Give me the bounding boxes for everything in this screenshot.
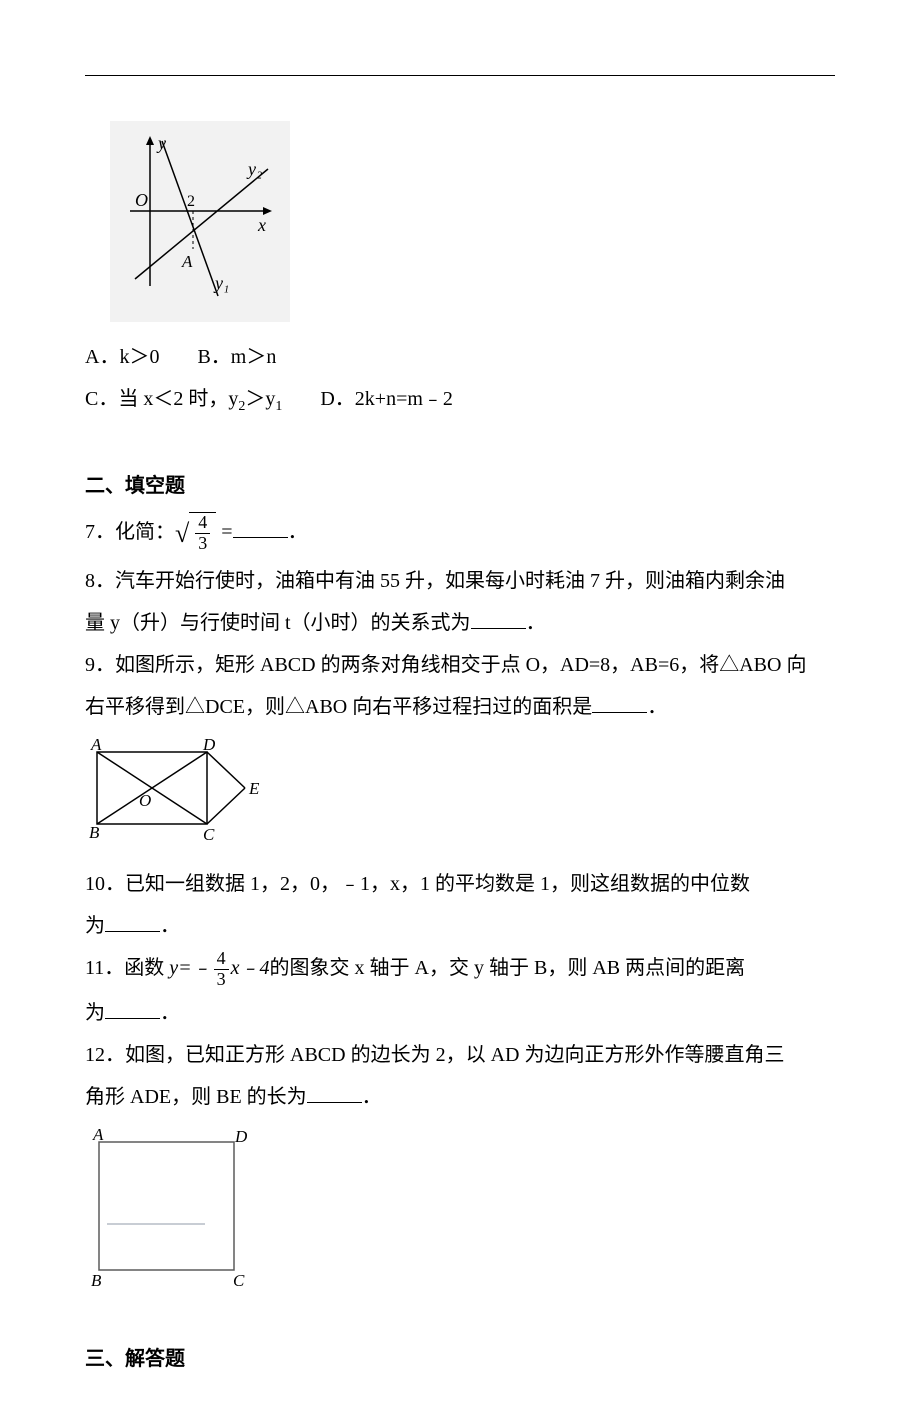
- q7-num: 4: [195, 513, 210, 534]
- q7-prefix: 7．化简：: [85, 521, 175, 543]
- opt-C-sub2: 1: [275, 399, 282, 414]
- q9-svg: A D B C E O: [85, 734, 265, 844]
- q8-line1: 8．汽车开始行使时，油箱中有油 55 升，如果每小时耗油 7 升，则油箱内剩余油: [85, 562, 835, 600]
- opt-B: B．m＞n: [197, 346, 276, 368]
- line-y2: [135, 169, 268, 279]
- y-label: y: [156, 133, 166, 153]
- lbl-A: A: [90, 735, 102, 754]
- opt-C-prefix: C．当 x＜2 时，y: [85, 388, 238, 410]
- q11-l2-suffix: ．: [160, 1002, 180, 1024]
- q7-end: ．: [288, 521, 308, 543]
- q9-figure: A D B C E O: [85, 734, 835, 857]
- lbl-B: B: [89, 823, 100, 842]
- q10-line1: 10．已知一组数据 1，2，0，﹣1，x，1 的平均数是 1，则这组数据的中位数: [85, 865, 835, 903]
- section-2-title: 二、填空题: [85, 467, 835, 505]
- page-rule: [85, 75, 835, 76]
- q9-line2: 右平移得到△DCE，则△ABO 向右平移过程扫过的面积是 ．: [85, 688, 835, 726]
- de-line: [207, 752, 245, 788]
- q6-options-line1: A．k＞0 B．m＞n: [85, 338, 835, 376]
- sq-A: A: [92, 1125, 104, 1144]
- origin-label: O: [135, 190, 148, 210]
- x-axis-arrow: [263, 207, 272, 215]
- ce-line: [207, 788, 245, 824]
- q11-y: y=﹣: [169, 957, 211, 979]
- q10-l2-suffix: ．: [160, 915, 180, 937]
- y-axis-arrow: [146, 136, 154, 145]
- q9-blank: [592, 693, 647, 713]
- lbl-D: D: [202, 735, 216, 754]
- q6-graph-svg: y O 2 x y₂ y₁ A: [120, 131, 280, 301]
- q10-blank: [105, 912, 160, 932]
- q12-l2-prefix: 角形 ADE，则 BE 的长为: [85, 1086, 307, 1108]
- line-y1: [162, 141, 218, 296]
- q7-blank: [233, 518, 288, 538]
- q11-line2: 为．: [85, 994, 835, 1032]
- tick-2: 2: [187, 193, 195, 210]
- q10-l2-prefix: 为: [85, 915, 105, 937]
- x-label: x: [257, 215, 266, 235]
- q11-den: 3: [214, 970, 229, 990]
- q9-l2-prefix: 右平移得到△DCE，则△ABO 向右平移过程扫过的面积是: [85, 696, 592, 718]
- opt-C-mid: ＞y: [245, 388, 275, 410]
- q11-suffix: 的图象交 x 轴于 A，交 y 轴于 B，则 AB 两点间的距离: [270, 957, 746, 979]
- q11-blank: [105, 999, 160, 1019]
- sq-B: B: [91, 1271, 102, 1289]
- q11-l2-prefix: 为: [85, 1002, 105, 1024]
- y2-label: y₂: [246, 159, 262, 179]
- sq-C: C: [233, 1271, 245, 1289]
- y1-label: y₁: [213, 273, 229, 293]
- q8-l2-suffix: ．: [526, 612, 546, 634]
- square-abcd: [99, 1142, 234, 1270]
- sq-D: D: [234, 1127, 248, 1146]
- q8-blank: [471, 609, 526, 629]
- lbl-E: E: [248, 779, 260, 798]
- q12-figure: A D B C: [85, 1124, 835, 1302]
- A-label: A: [181, 252, 193, 271]
- q7-eq: =: [221, 521, 232, 543]
- opt-D: D．2k+n=m﹣2: [320, 388, 453, 410]
- q8-line2: 量 y（升）与行使时间 t（小时）的关系式为 ．: [85, 604, 835, 642]
- q11-line1: 11．函数 y=﹣43x﹣4的图象交 x 轴于 A，交 y 轴于 B，则 AB …: [85, 949, 835, 990]
- q12-svg: A D B C: [85, 1124, 275, 1289]
- q11-num: 4: [214, 949, 229, 970]
- q11-rest: x﹣4: [231, 957, 270, 979]
- q12-line1: 12．如图，已知正方形 ABCD 的边长为 2，以 AD 为边向正方形外作等腰直…: [85, 1036, 835, 1074]
- q12-line2: 角形 ADE，则 BE 的长为 ．: [85, 1078, 835, 1116]
- section-3-title: 三、解答题: [85, 1340, 835, 1378]
- q6-options-line2: C．当 x＜2 时，y2＞y1 D．2k+n=m﹣2: [85, 380, 835, 421]
- q9-line1: 9．如图所示，矩形 ABCD 的两条对角线相交于点 O，AD=8，AB=6，将△…: [85, 646, 835, 684]
- q9-l2-suffix: ．: [647, 696, 667, 718]
- q7-line: 7．化简：√43 =．: [85, 509, 835, 558]
- q11-prefix: 11．函数: [85, 957, 169, 979]
- opt-A: A．k＞0: [85, 346, 159, 368]
- q10-line2: 为．: [85, 907, 835, 945]
- q12-l2-suffix: ．: [362, 1086, 382, 1108]
- q7-den: 3: [195, 534, 210, 554]
- lbl-C: C: [203, 825, 215, 844]
- q6-graph-container: y O 2 x y₂ y₁ A: [110, 121, 290, 322]
- q8-l2-prefix: 量 y（升）与行使时间 t（小时）的关系式为: [85, 612, 471, 634]
- q12-blank: [307, 1083, 362, 1103]
- lbl-O: O: [139, 791, 151, 810]
